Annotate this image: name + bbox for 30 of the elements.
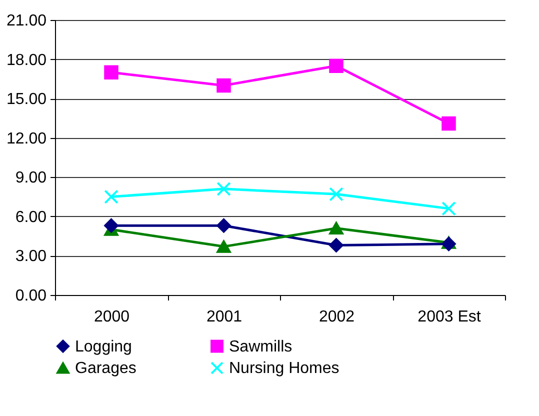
point: [104, 190, 118, 204]
point: [329, 222, 344, 235]
y-tick-label: 6.00: [15, 208, 47, 226]
point: [329, 238, 344, 252]
y-tick-label: 15.00: [6, 91, 47, 108]
x-tick-label: 2000: [94, 308, 130, 326]
point: [442, 116, 456, 131]
y-tick-label: 18.00: [6, 52, 47, 69]
point: [329, 58, 344, 73]
x-tick-label: 2003 Est: [418, 308, 482, 326]
y-tick-label: 12.00: [6, 130, 47, 148]
point: [216, 218, 231, 233]
y-tick-label: 0.00: [15, 288, 47, 304]
point: [442, 201, 456, 216]
legend-label: Garages: [75, 360, 136, 377]
point: [104, 65, 118, 80]
legend-label: Nursing Homes: [229, 360, 340, 377]
point: [442, 236, 456, 252]
point: [216, 78, 231, 93]
point: [216, 240, 231, 253]
point: [104, 218, 118, 233]
point: [329, 187, 344, 202]
y-tick-label: 9.00: [15, 170, 47, 187]
legend-label: Logging: [75, 338, 132, 356]
x-tick-label: 2002: [318, 308, 355, 326]
point: [216, 182, 231, 196]
x-tick-label: 2001: [206, 308, 242, 326]
y-tick-label: 21.00: [6, 12, 47, 30]
y-tick-label: 3.00: [15, 248, 47, 266]
legend-label: Sawmills: [229, 338, 292, 356]
